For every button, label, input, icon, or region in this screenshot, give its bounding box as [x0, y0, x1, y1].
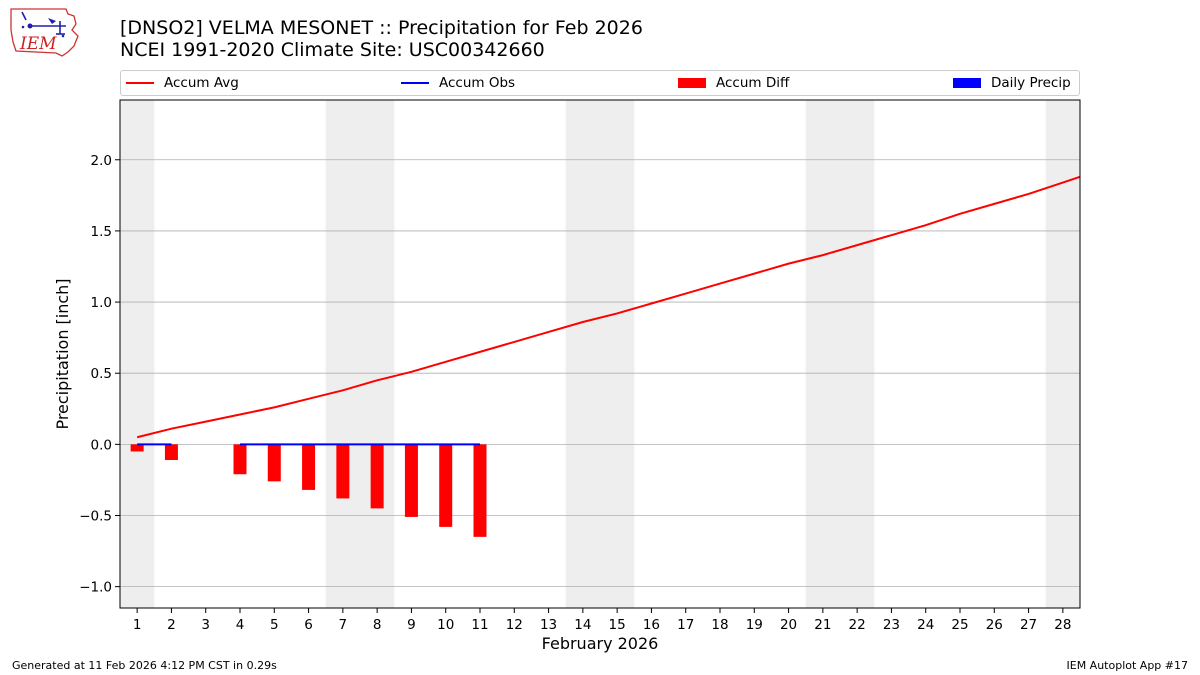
legend-swatch-accum-diff	[678, 78, 706, 88]
accum-diff-bar-5	[267, 444, 281, 482]
y-tick-label-6: 2.0	[91, 153, 112, 169]
x-tick-label-0: 1	[133, 617, 142, 633]
accum-diff-bar-6	[302, 444, 316, 490]
x-tick-label-24: 25	[951, 617, 968, 633]
x-tick-label-21: 22	[849, 617, 866, 633]
legend-item-accum-avg: Accum Avg	[126, 71, 239, 95]
weekend-shade-4	[1045, 100, 1080, 608]
x-tick-label-17: 18	[711, 617, 728, 633]
y-tick-label-3: 0.5	[91, 366, 112, 382]
x-tick-label-26: 27	[1020, 617, 1037, 633]
x-tick-label-15: 16	[643, 617, 660, 633]
chart-title: [DNSO2] VELMA MESONET :: Precipitation f…	[120, 17, 643, 39]
weekend-shade-1	[325, 100, 395, 608]
x-tick-label-25: 26	[986, 617, 1003, 633]
x-tick-label-6: 7	[339, 617, 348, 633]
x-tick-label-27: 28	[1054, 617, 1071, 633]
x-tick-label-18: 19	[746, 617, 763, 633]
legend: Accum Avg Accum Obs Accum Diff Daily Pre…	[120, 70, 1080, 96]
plot-frame	[119, 99, 1081, 609]
footer-generated: Generated at 11 Feb 2026 4:12 PM CST in …	[12, 659, 277, 672]
x-tick-label-7: 8	[373, 617, 382, 633]
legend-label-accum-diff: Accum Diff	[716, 75, 790, 91]
y-tick-label-1: −0.5	[79, 509, 112, 525]
chart-subtitle: NCEI 1991-2020 Climate Site: USC00342660	[120, 39, 545, 61]
x-tick-label-16: 17	[677, 617, 694, 633]
x-tick-label-13: 14	[574, 617, 591, 633]
y-axis-label: Precipitation [inch]	[53, 278, 72, 429]
y-tick-label-4: 1.0	[91, 295, 112, 311]
accum-diff-bar-10	[439, 444, 453, 527]
x-tick-label-19: 20	[780, 617, 797, 633]
x-tick-label-11: 12	[506, 617, 523, 633]
x-tick-label-10: 11	[471, 617, 488, 633]
x-tick-label-8: 9	[407, 617, 416, 633]
legend-swatch-daily-precip	[953, 78, 981, 88]
y-tick-label-2: 0.0	[91, 437, 112, 453]
legend-item-accum-obs: Accum Obs	[401, 71, 515, 95]
legend-swatch-accum-avg	[126, 82, 154, 84]
x-tick-label-5: 6	[304, 617, 313, 633]
legend-item-daily-precip: Daily Precip	[953, 71, 1071, 95]
x-tick-label-2: 3	[201, 617, 210, 633]
weekend-shade-2	[565, 100, 635, 608]
x-tick-label-9: 10	[437, 617, 454, 633]
legend-swatch-accum-obs	[401, 82, 429, 84]
legend-label-accum-obs: Accum Obs	[439, 75, 516, 91]
legend-item-accum-diff: Accum Diff	[678, 71, 789, 95]
legend-label-daily-precip: Daily Precip	[991, 75, 1071, 91]
accum-avg-line	[136, 175, 1081, 439]
accum-diff-bar-2	[164, 444, 178, 461]
x-tick-label-1: 2	[167, 617, 176, 633]
y-tick-label-0: −1.0	[79, 580, 112, 596]
x-tick-label-12: 13	[540, 617, 557, 633]
iem-logo: IEM	[8, 6, 80, 58]
x-tick-label-22: 23	[883, 617, 900, 633]
x-tick-label-3: 4	[236, 617, 245, 633]
x-axis-label: February 2026	[542, 634, 659, 653]
legend-label-accum-avg: Accum Avg	[164, 75, 239, 91]
logo-text: IEM	[19, 34, 57, 54]
x-tick-label-23: 24	[917, 617, 934, 633]
weekend-shade-0	[120, 100, 155, 608]
x-tick-label-4: 5	[270, 617, 279, 633]
x-tick-label-20: 21	[814, 617, 831, 633]
footer-app: IEM Autoplot App #17	[1066, 659, 1189, 672]
accum-diff-bar-4	[233, 444, 247, 475]
y-tick-label-5: 1.5	[91, 224, 112, 240]
accum-diff-bar-1	[130, 444, 144, 452]
weekend-shade-3	[805, 100, 875, 608]
x-tick-label-14: 15	[609, 617, 626, 633]
accum-diff-bar-7	[336, 444, 350, 499]
accum-diff-bar-11	[473, 444, 487, 537]
accum-diff-bar-9	[404, 444, 418, 517]
accum-diff-bar-8	[370, 444, 384, 509]
